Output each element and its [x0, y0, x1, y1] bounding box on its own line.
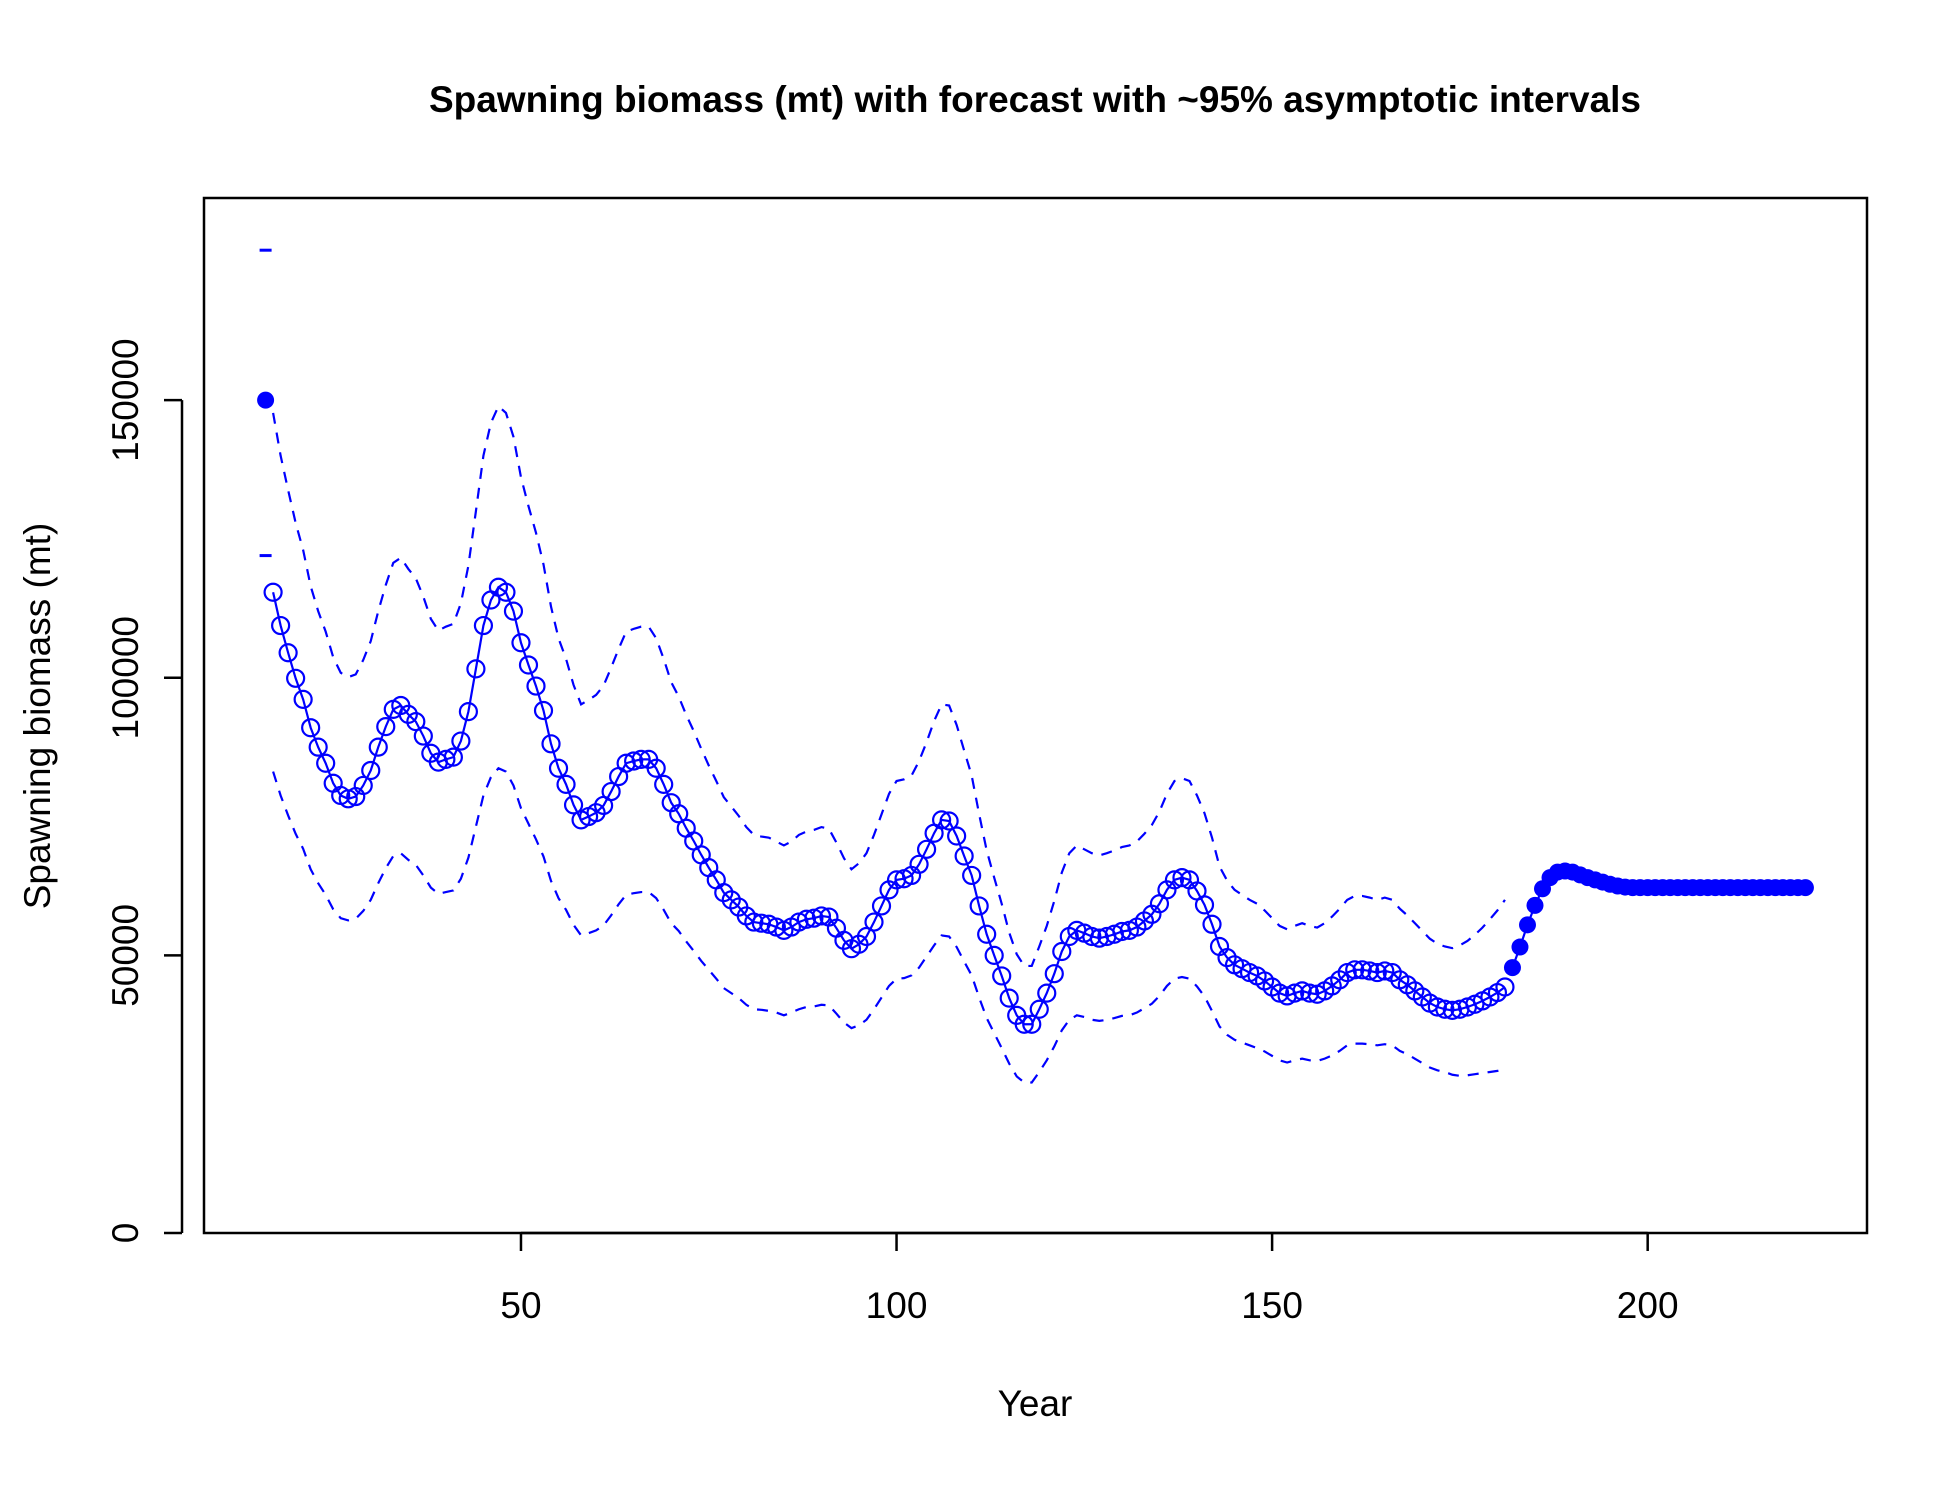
estimate-point: [308, 737, 328, 757]
estimate-point: [271, 615, 291, 636]
x-tick-label: 100: [866, 1285, 928, 1326]
estimate-point: [1044, 964, 1064, 984]
estimate-point: [984, 945, 1004, 965]
estimate-point: [1292, 981, 1312, 1001]
estimate-point: [278, 643, 298, 663]
estimate-point: [804, 908, 824, 928]
estimate-point: [526, 676, 546, 696]
estimate-point: [301, 718, 321, 738]
estimate-point: [939, 811, 959, 831]
estimate-point: [796, 909, 817, 929]
forecast-point: [1503, 959, 1521, 977]
forecast-point: [1518, 916, 1536, 934]
estimate-point: [1495, 977, 1515, 997]
estimate-point: [556, 774, 576, 794]
estimate-point: [541, 734, 561, 754]
y-tick-label: 50000: [105, 904, 146, 1007]
estimate-point: [1037, 983, 1057, 1003]
x-axis-label: Year: [998, 1383, 1073, 1424]
x-tick-label: 200: [1617, 1285, 1679, 1326]
estimate-point: [443, 747, 463, 767]
lower-interval: [272, 766, 1506, 1084]
estimate-point: [511, 633, 531, 653]
estimate-point: [496, 582, 516, 602]
estimate-point: [368, 737, 388, 757]
estimate-point: [1194, 895, 1215, 915]
estimate-point: [1300, 983, 1320, 1003]
estimate-point: [458, 702, 478, 722]
estimate-line: [272, 585, 1506, 1026]
forecast-point: [1526, 896, 1544, 914]
estimate-point: [954, 846, 974, 866]
estimate-point: [473, 615, 494, 636]
estimate-point: [1052, 941, 1072, 962]
estimate-point: [977, 924, 997, 944]
estimate-point: [1202, 914, 1222, 934]
estimate-point: [962, 865, 982, 886]
estimate-point: [1367, 962, 1387, 983]
estimate-point: [864, 912, 884, 932]
estimate-point: [992, 966, 1012, 986]
forecast-point: [1796, 879, 1814, 897]
estimate-point: [353, 775, 373, 796]
estimate-point: [361, 760, 381, 781]
estimate-point: [413, 726, 433, 746]
estimate-point: [451, 731, 471, 751]
estimate-point: [1427, 997, 1447, 1017]
estimate-point: [646, 758, 666, 778]
y-axis-label: Spawning biomass (mt): [17, 523, 58, 910]
estimate-point: [1172, 868, 1192, 888]
upper-interval: [272, 404, 1506, 968]
estimate-point: [1285, 983, 1305, 1003]
estimate-point: [518, 655, 539, 675]
estimate-point: [916, 839, 937, 859]
estimate-point: [811, 906, 832, 926]
estimate-point: [1029, 999, 1049, 1019]
estimate-point: [263, 582, 283, 602]
y-tick-label: 0: [105, 1223, 146, 1244]
estimate-point: [624, 751, 644, 771]
estimate-point: [932, 810, 952, 830]
estimate-point: [466, 659, 486, 679]
estimate-point: [744, 912, 764, 932]
estimate-point: [1360, 961, 1380, 981]
estimate-point: [1082, 926, 1102, 947]
estimate-point: [286, 668, 306, 688]
estimate-point: [601, 781, 621, 802]
estimate-point: [1345, 960, 1365, 980]
estimate-point: [1435, 999, 1455, 1019]
virgin-point: [257, 391, 275, 409]
estimate-point: [999, 988, 1019, 1008]
forecast-point: [1511, 938, 1529, 956]
y-tick-label: 100000: [105, 616, 146, 739]
estimate-point: [316, 753, 336, 773]
estimate-point: [338, 789, 358, 809]
estimate-point: [654, 774, 674, 794]
estimate-point: [1014, 1014, 1034, 1034]
x-tick-label: 50: [500, 1285, 541, 1326]
estimate-point: [533, 700, 554, 721]
chart-title: Spawning biomass (mt) with forecast with…: [429, 79, 1641, 120]
estimate-point: [376, 717, 396, 737]
estimate-point: [293, 689, 313, 709]
estimate-point: [871, 896, 892, 916]
estimate-point: [1164, 870, 1185, 890]
estimate-point: [1022, 1014, 1042, 1034]
estimate-point: [1375, 961, 1395, 981]
estimate-point: [631, 749, 651, 769]
estimate-point: [436, 749, 456, 769]
estimate-point: [909, 854, 929, 874]
x-tick-label: 150: [1241, 1285, 1303, 1326]
estimate-point: [1442, 1000, 1462, 1020]
estimate-point: [548, 758, 569, 778]
estimate-point: [563, 795, 584, 815]
estimate-point: [947, 826, 967, 846]
estimate-point: [503, 601, 524, 621]
estimate-point: [1352, 960, 1372, 980]
y-tick-label: 150000: [105, 338, 146, 461]
estimate-point: [969, 896, 989, 916]
